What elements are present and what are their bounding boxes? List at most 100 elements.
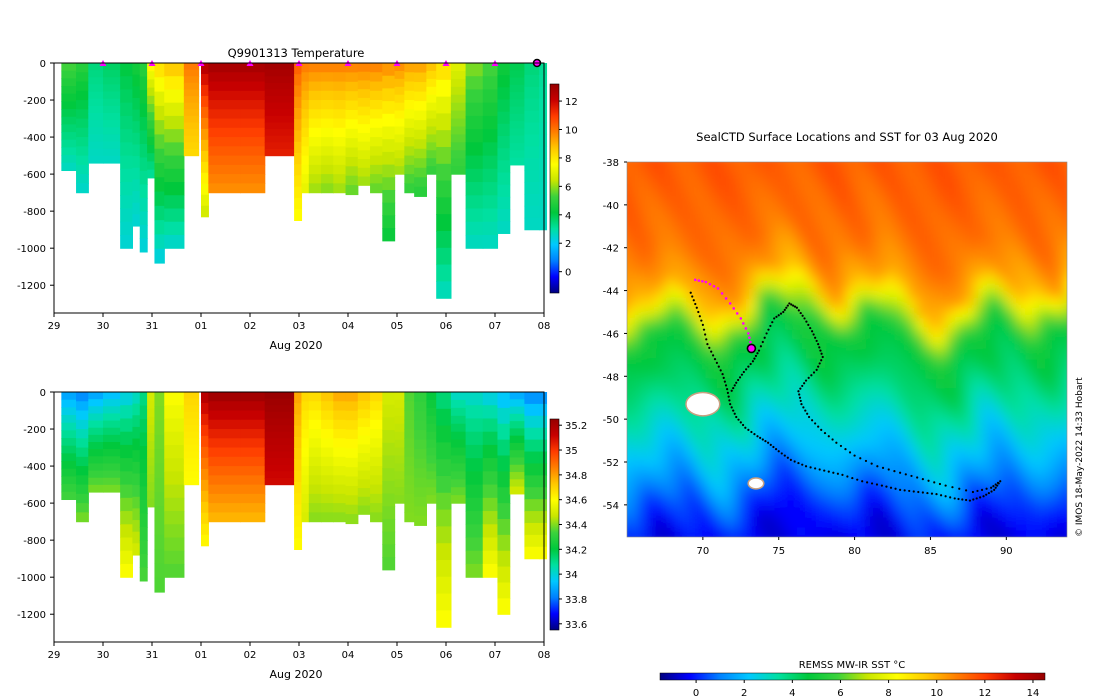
profile-cell bbox=[240, 410, 266, 421]
profile-cell bbox=[404, 72, 415, 83]
profile-cell bbox=[414, 167, 427, 178]
profile-cell bbox=[164, 550, 185, 565]
profile-cell bbox=[88, 91, 104, 100]
profile-cell bbox=[132, 63, 141, 76]
sst-pixel bbox=[656, 249, 668, 262]
sst-pixel bbox=[956, 259, 968, 272]
sst-pixel bbox=[706, 536, 718, 537]
profile-cell bbox=[414, 411, 427, 422]
sst-pixel bbox=[656, 230, 668, 242]
profile-cell bbox=[321, 100, 334, 110]
sst-pixel bbox=[906, 486, 918, 499]
sst-pixel bbox=[996, 289, 1008, 302]
sst-pixel bbox=[886, 279, 898, 292]
sst-pixel bbox=[736, 387, 748, 400]
profile-cell bbox=[539, 451, 548, 465]
profile-cell bbox=[539, 499, 548, 512]
sst-pixel bbox=[936, 447, 948, 460]
profile-cell bbox=[88, 399, 104, 407]
profile-cell bbox=[321, 174, 334, 184]
track-point bbox=[951, 486, 954, 489]
sst-pixel bbox=[656, 536, 668, 537]
sst-pixel bbox=[876, 190, 888, 203]
sst-pixel bbox=[766, 230, 778, 242]
profile-cell bbox=[497, 63, 511, 76]
sst-pixel bbox=[866, 220, 878, 233]
profile-cell bbox=[509, 421, 525, 429]
sst-pixel bbox=[866, 200, 878, 213]
sst-pixel bbox=[636, 536, 648, 537]
sst-pixel bbox=[966, 200, 978, 213]
sst-pixel bbox=[826, 496, 838, 509]
sst-pixel bbox=[786, 210, 798, 223]
profile-cell bbox=[539, 217, 548, 231]
sst-pixel bbox=[846, 506, 858, 519]
profile-cell bbox=[426, 455, 437, 465]
sst-pixel bbox=[706, 279, 718, 292]
profile-cell bbox=[294, 392, 303, 404]
profile-cell bbox=[164, 102, 185, 117]
sst-pixel bbox=[976, 427, 988, 440]
sst-pixel bbox=[836, 476, 848, 489]
profile-cell bbox=[414, 63, 427, 74]
sst-pixel bbox=[806, 162, 818, 163]
sst-pixel bbox=[1006, 338, 1018, 351]
profile-cell bbox=[154, 549, 165, 565]
profile-cell bbox=[61, 422, 77, 431]
sst-pixel bbox=[816, 486, 828, 499]
sst-pixel bbox=[916, 348, 928, 361]
sst-pixel bbox=[866, 387, 878, 400]
profile-cell bbox=[294, 186, 303, 199]
sst-pixel bbox=[986, 318, 998, 331]
sst-pixel bbox=[906, 190, 918, 203]
sst-pixel bbox=[676, 190, 688, 203]
sst-pixel bbox=[1046, 387, 1058, 400]
profile-cell bbox=[321, 410, 334, 421]
profile-cell bbox=[426, 415, 437, 425]
sst-pixel bbox=[986, 259, 998, 272]
sst-pixel bbox=[1006, 180, 1018, 193]
sst-pixel bbox=[816, 180, 828, 193]
sst-pixel bbox=[796, 328, 808, 341]
sst-pixel bbox=[946, 190, 958, 203]
sst-pixel bbox=[836, 210, 848, 223]
profile-cell bbox=[482, 405, 499, 420]
profile-column bbox=[139, 392, 148, 582]
profile-cell bbox=[450, 455, 467, 465]
sst-pixel bbox=[1016, 289, 1028, 302]
sst-pixel bbox=[946, 387, 958, 400]
profile-cell bbox=[394, 86, 405, 96]
sst-pixel bbox=[886, 249, 898, 262]
sst-pixel bbox=[926, 417, 938, 430]
sst-pixel bbox=[926, 190, 938, 203]
sst-pixel bbox=[706, 318, 718, 331]
profile-cell bbox=[345, 147, 359, 158]
track-point bbox=[831, 438, 834, 441]
sst-pixel bbox=[966, 328, 978, 341]
profile-column bbox=[264, 392, 295, 486]
profile-cell bbox=[147, 87, 156, 97]
sst-pixel bbox=[686, 239, 698, 252]
sst-colorbar-tick-label: 0 bbox=[693, 688, 699, 699]
profile-cell bbox=[436, 543, 452, 561]
profile-cell bbox=[120, 102, 133, 117]
profile-column bbox=[414, 392, 427, 526]
sst-pixel bbox=[846, 387, 858, 400]
profile-cell bbox=[264, 129, 295, 137]
sst-pixel bbox=[886, 397, 898, 410]
sst-pixel bbox=[666, 162, 678, 173]
track-point bbox=[817, 365, 820, 368]
track-point bbox=[713, 358, 717, 361]
island bbox=[747, 477, 765, 490]
profile-cell bbox=[482, 63, 499, 77]
sst-pixel bbox=[1056, 338, 1067, 351]
sst-pixel bbox=[876, 526, 888, 537]
sst-pixel bbox=[856, 309, 868, 321]
profile-cell bbox=[436, 526, 452, 544]
sst-pixel bbox=[627, 210, 628, 223]
sst-pixel bbox=[896, 407, 908, 420]
sst-pixel bbox=[646, 210, 658, 223]
sst-pixel bbox=[726, 210, 738, 223]
profile-cell bbox=[120, 142, 133, 157]
sst-pixel bbox=[996, 378, 1008, 390]
